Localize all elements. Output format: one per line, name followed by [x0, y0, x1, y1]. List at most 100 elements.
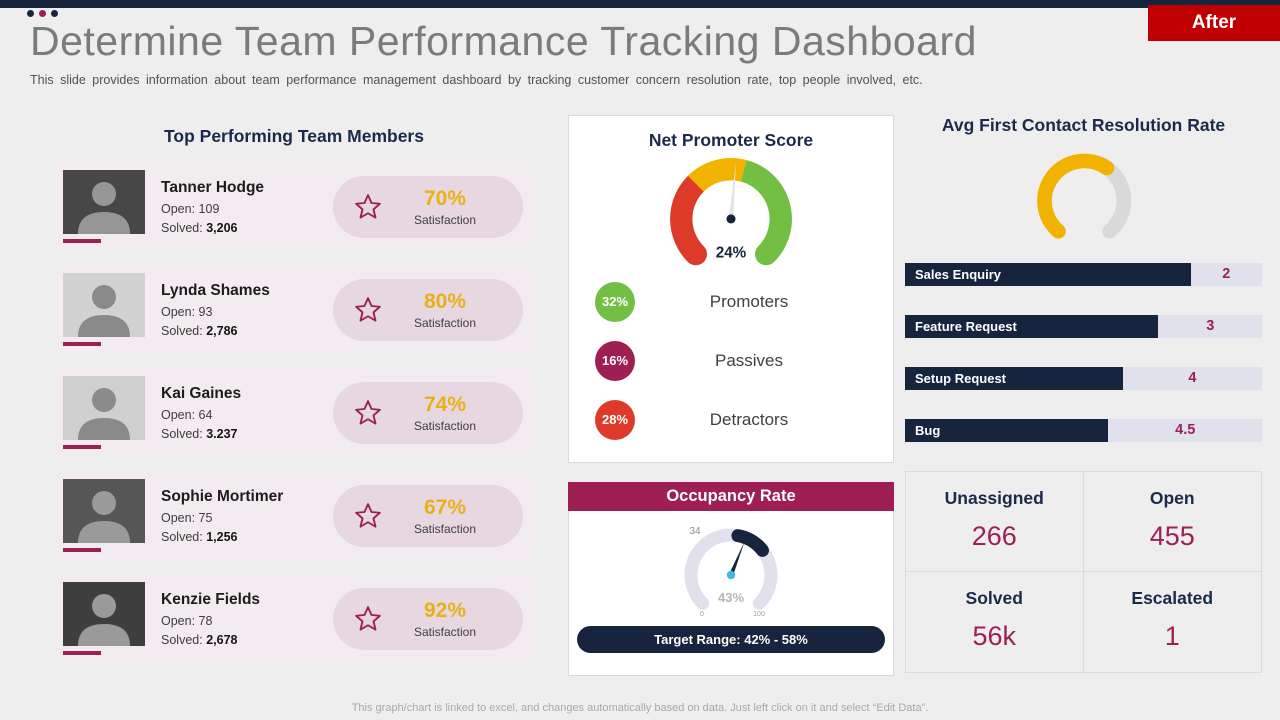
bar-label: Bug — [915, 422, 941, 438]
member-open: Open: 109 — [161, 202, 333, 216]
solved-label: Solved: — [161, 220, 203, 235]
star-icon — [355, 605, 381, 631]
bar-value: 4.5 — [1175, 422, 1196, 439]
open-value: 93 — [198, 304, 213, 319]
bar-row: Sales Enquiry 2 — [905, 262, 1262, 286]
accent-underline — [63, 548, 101, 552]
member-photo — [63, 376, 145, 440]
accent-underline — [63, 651, 101, 655]
satisfaction-text: 67% Satisfaction — [383, 496, 523, 536]
fcr-panel: Avg First Contact Resolution Rate Sales … — [905, 115, 1262, 673]
open-label: Open: — [161, 510, 196, 525]
member-solved: Solved: 2,678 — [161, 633, 333, 647]
fcr-gauge-chart — [1036, 153, 1131, 239]
legend-label: Detractors — [709, 409, 789, 429]
member-open: Open: 93 — [161, 305, 333, 319]
satisfaction-percent: 80% — [423, 289, 467, 313]
avatar — [63, 582, 145, 655]
bar-fill: Feature Request — [905, 314, 1159, 338]
target-range-pill: Target Range: 42% - 58% — [577, 626, 885, 653]
stat-value: 1 — [1164, 620, 1180, 651]
star-icon — [355, 193, 381, 219]
stat-label: Open — [1149, 487, 1195, 508]
satisfaction-pill: 80% Satisfaction — [333, 278, 523, 341]
bar-fill: Bug — [905, 418, 1109, 442]
slide-header: Determine Team Performance Tracking Dash… — [30, 18, 1110, 87]
open-value: 75 — [198, 510, 213, 525]
team-member-card: Tanner Hodge Open: 109 Solved: 3,206 70%… — [55, 163, 533, 250]
star-icon — [355, 502, 381, 528]
solved-label: Solved: — [161, 529, 203, 544]
satisfaction-text: 74% Satisfaction — [383, 393, 523, 433]
stat-label: Unassigned — [944, 487, 1044, 508]
satisfaction-percent: 67% — [423, 495, 467, 519]
occupancy-panel: 34 43% 0 100 Target Range: 42% - 58% — [568, 511, 894, 676]
solved-value: 3.237 — [206, 426, 238, 441]
avatar — [63, 170, 145, 243]
occupancy-center-value: 43% — [718, 590, 744, 605]
open-value: 64 — [198, 407, 213, 422]
avatar — [63, 273, 145, 346]
bar-row: Bug 4.5 — [905, 418, 1262, 442]
member-info: Lynda Shames Open: 93 Solved: 2,786 — [161, 282, 333, 338]
bar-row: Feature Request 3 — [905, 314, 1262, 338]
solved-value: 2,786 — [206, 323, 238, 338]
dot-icon — [27, 10, 34, 17]
bar-fill: Sales Enquiry — [905, 262, 1191, 286]
person-icon — [78, 388, 130, 440]
open-label: Open: — [161, 304, 196, 319]
occupancy-tick-min: 0 — [700, 611, 704, 618]
member-name: Sophie Mortimer — [161, 487, 284, 505]
dot-icon — [51, 10, 58, 17]
stat-value: 56k — [972, 620, 1017, 651]
solved-value: 3,206 — [206, 220, 238, 235]
satisfaction-text: 92% Satisfaction — [383, 599, 523, 639]
legend-swatch-detractors: 28% — [595, 399, 635, 440]
bar-row: Setup Request 4 — [905, 366, 1262, 390]
legend-swatch-passives: 16% — [595, 340, 635, 381]
satisfaction-pill: 70% Satisfaction — [333, 175, 523, 238]
legend-item: 28% Detractors — [569, 399, 893, 440]
stat-unassigned: Unassigned 266 — [906, 471, 1084, 572]
gauge-hub — [726, 214, 736, 224]
satisfaction-pill: 74% Satisfaction — [333, 381, 523, 444]
stat-value: 266 — [971, 520, 1017, 551]
person-icon — [78, 182, 130, 234]
member-solved: Solved: 3,206 — [161, 221, 333, 235]
team-member-list: Tanner Hodge Open: 109 Solved: 3,206 70%… — [55, 163, 533, 662]
ticket-stats-grid: Unassigned 266 Open 455 Solved 56k Escal… — [905, 470, 1262, 673]
bar-label: Sales Enquiry — [915, 266, 1001, 282]
open-label: Open: — [161, 613, 196, 628]
avatar — [63, 376, 145, 449]
member-photo — [63, 582, 145, 646]
solved-value: 1,256 — [206, 529, 238, 544]
occupancy-pointer-label: 34 — [689, 526, 701, 537]
bar-value: 3 — [1206, 318, 1215, 335]
fcr-bar-chart: Sales Enquiry 2 Feature Request 3 Setup … — [905, 262, 1262, 442]
solved-label: Solved: — [161, 426, 203, 441]
open-value: 78 — [198, 613, 213, 628]
satisfaction-pill: 67% Satisfaction — [333, 484, 523, 547]
satisfaction-label: Satisfaction — [413, 418, 477, 433]
person-icon — [78, 285, 130, 337]
member-name: Tanner Hodge — [161, 178, 265, 196]
gauge-needle — [729, 541, 745, 576]
member-solved: Solved: 3.237 — [161, 427, 333, 441]
member-info: Kai Gaines Open: 64 Solved: 3.237 — [161, 385, 333, 441]
team-panel: Top Performing Team Members Tanner Hodge… — [55, 112, 533, 662]
solved-value: 2,678 — [206, 632, 238, 647]
open-label: Open: — [161, 407, 196, 422]
open-label: Open: — [161, 201, 196, 216]
nps-center-value: 24% — [716, 245, 747, 262]
solved-label: Solved: — [161, 323, 203, 338]
stat-escalated: Escalated 1 — [1084, 572, 1262, 672]
member-info: Kenzie Fields Open: 78 Solved: 2,678 — [161, 591, 333, 647]
member-name: Lynda Shames — [161, 281, 270, 299]
satisfaction-percent: 70% — [423, 186, 467, 210]
accent-underline — [63, 445, 101, 449]
solved-label: Solved: — [161, 632, 203, 647]
legend-item: 16% Passives — [569, 340, 893, 381]
team-member-card: Kenzie Fields Open: 78 Solved: 2,678 92%… — [55, 575, 533, 662]
team-member-card: Sophie Mortimer Open: 75 Solved: 1,256 6… — [55, 472, 533, 559]
occupancy-gauge-chart: 34 43% 0 100 — [684, 526, 778, 618]
